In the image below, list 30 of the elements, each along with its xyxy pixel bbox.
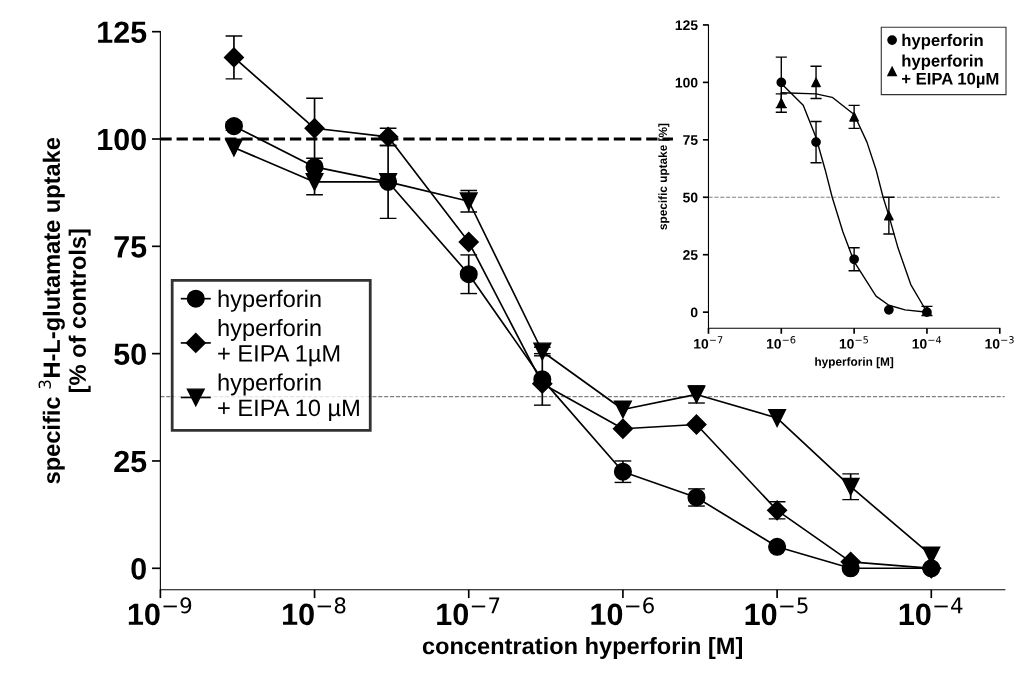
- y-tick-label: 125: [98, 21, 147, 44]
- x-tick-label: 10$^{−7}$: [694, 336, 723, 349]
- x-axis-title: concentration hyperforin [M]: [422, 636, 742, 659]
- legend-label: hyperforin: [218, 289, 321, 312]
- x-tick-label: 10$^{−4}$: [899, 597, 963, 626]
- y-tick-label: 125: [675, 20, 698, 31]
- x-tick-label: 10$^{−4}$: [912, 336, 942, 349]
- y-tick-label: 25: [114, 450, 147, 473]
- x-tick-label: 10$^{−6}$: [591, 597, 654, 626]
- y-tick-label: 0: [131, 558, 146, 580]
- x-axis-title: hyperforin [M]: [815, 357, 894, 369]
- y-tick-label: 75: [114, 236, 147, 258]
- x-tick-label: 10$^{−8}$: [283, 597, 346, 626]
- y-tick-label: 100: [675, 77, 698, 88]
- x-tick-label: 10$^{−5}$: [839, 336, 868, 349]
- y-tick-label: 50: [683, 192, 698, 203]
- x-tick-label: 10$^{−6}$: [766, 336, 796, 349]
- y-tick-label: 25: [683, 250, 698, 260]
- y-tick-label: 50: [114, 343, 146, 366]
- x-tick-label: 10$^{−7}$: [437, 597, 500, 626]
- x-tick-label: 10$^{−5}$: [745, 597, 808, 626]
- x-tick-label: 10$^{−9}$: [128, 597, 192, 626]
- y-tick-label: 100: [98, 128, 146, 151]
- y-tick-label: 0: [690, 307, 698, 318]
- legend-label: hyperforin: [902, 33, 983, 50]
- legend-label: hyperforin + EIPA 10µM: [901, 54, 999, 88]
- x-tick-label: 10$^{−3}$: [985, 336, 1014, 349]
- legend-label: hyperforin + EIPA 10 µM: [218, 373, 359, 421]
- y-tick-label: 75: [683, 135, 698, 145]
- y-axis-title: specific $^{3}$H-L-glutamate uptake [% of controls]: [38, 137, 91, 484]
